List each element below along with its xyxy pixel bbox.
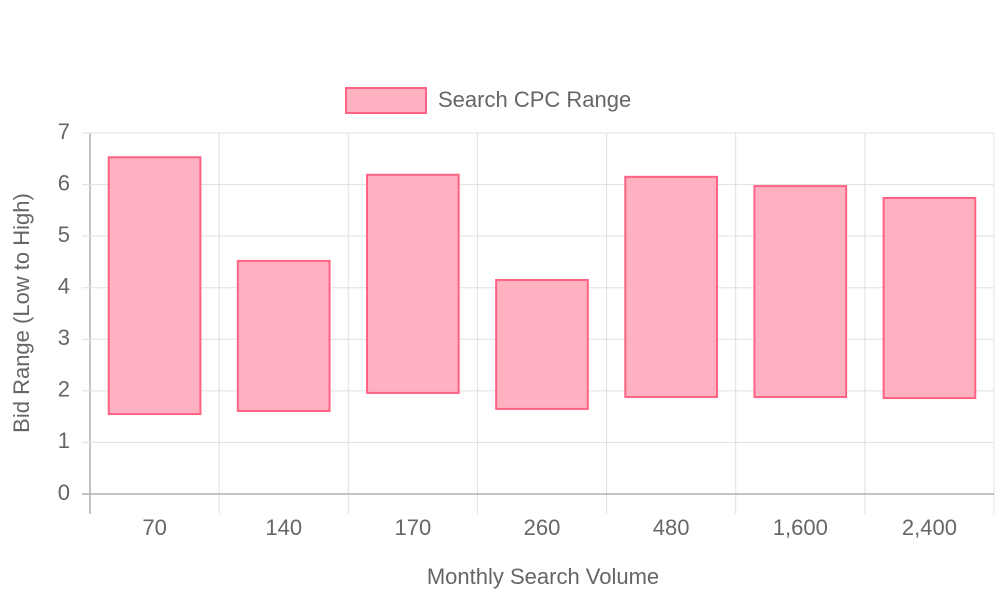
bar <box>495 278 589 410</box>
x-tick-label: 140 <box>265 515 302 540</box>
bar <box>753 185 848 399</box>
x-tick-label: 70 <box>142 515 166 540</box>
y-axis-title: Bid Range (Low to High) <box>9 193 34 433</box>
bar <box>366 173 460 394</box>
bar <box>624 175 718 399</box>
x-tick-label: 1,600 <box>773 515 828 540</box>
x-tick-label: 170 <box>394 515 431 540</box>
x-tick-label: 2,400 <box>902 515 957 540</box>
x-axis-title: Monthly Search Volume <box>427 564 659 589</box>
bar <box>236 259 331 412</box>
bar <box>107 156 202 416</box>
legend-swatch <box>345 87 427 114</box>
x-tick-label: 260 <box>524 515 561 540</box>
y-tick-label: 5 <box>58 222 70 247</box>
legend-label: Search CPC Range <box>438 87 631 112</box>
bar <box>882 196 977 400</box>
y-tick-label: 4 <box>58 274 70 299</box>
y-tick-label: 6 <box>58 170 70 195</box>
y-tick-label: 7 <box>58 119 70 144</box>
x-tick-label: 480 <box>653 515 690 540</box>
y-tick-label: 3 <box>58 325 70 350</box>
y-tick-label: 1 <box>58 428 70 453</box>
y-tick-label: 2 <box>58 377 70 402</box>
y-tick-label: 0 <box>58 480 70 505</box>
